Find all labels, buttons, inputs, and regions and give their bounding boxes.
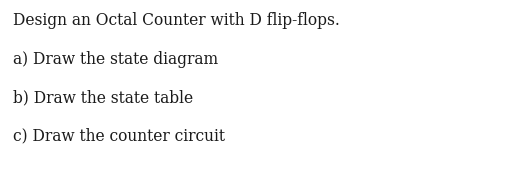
Text: b) Draw the state table: b) Draw the state table — [13, 89, 193, 106]
Text: Design an Octal Counter with D flip-flops.: Design an Octal Counter with D flip-flop… — [13, 12, 340, 29]
Text: c) Draw the counter circuit: c) Draw the counter circuit — [13, 128, 225, 145]
Text: a) Draw the state diagram: a) Draw the state diagram — [13, 51, 218, 68]
